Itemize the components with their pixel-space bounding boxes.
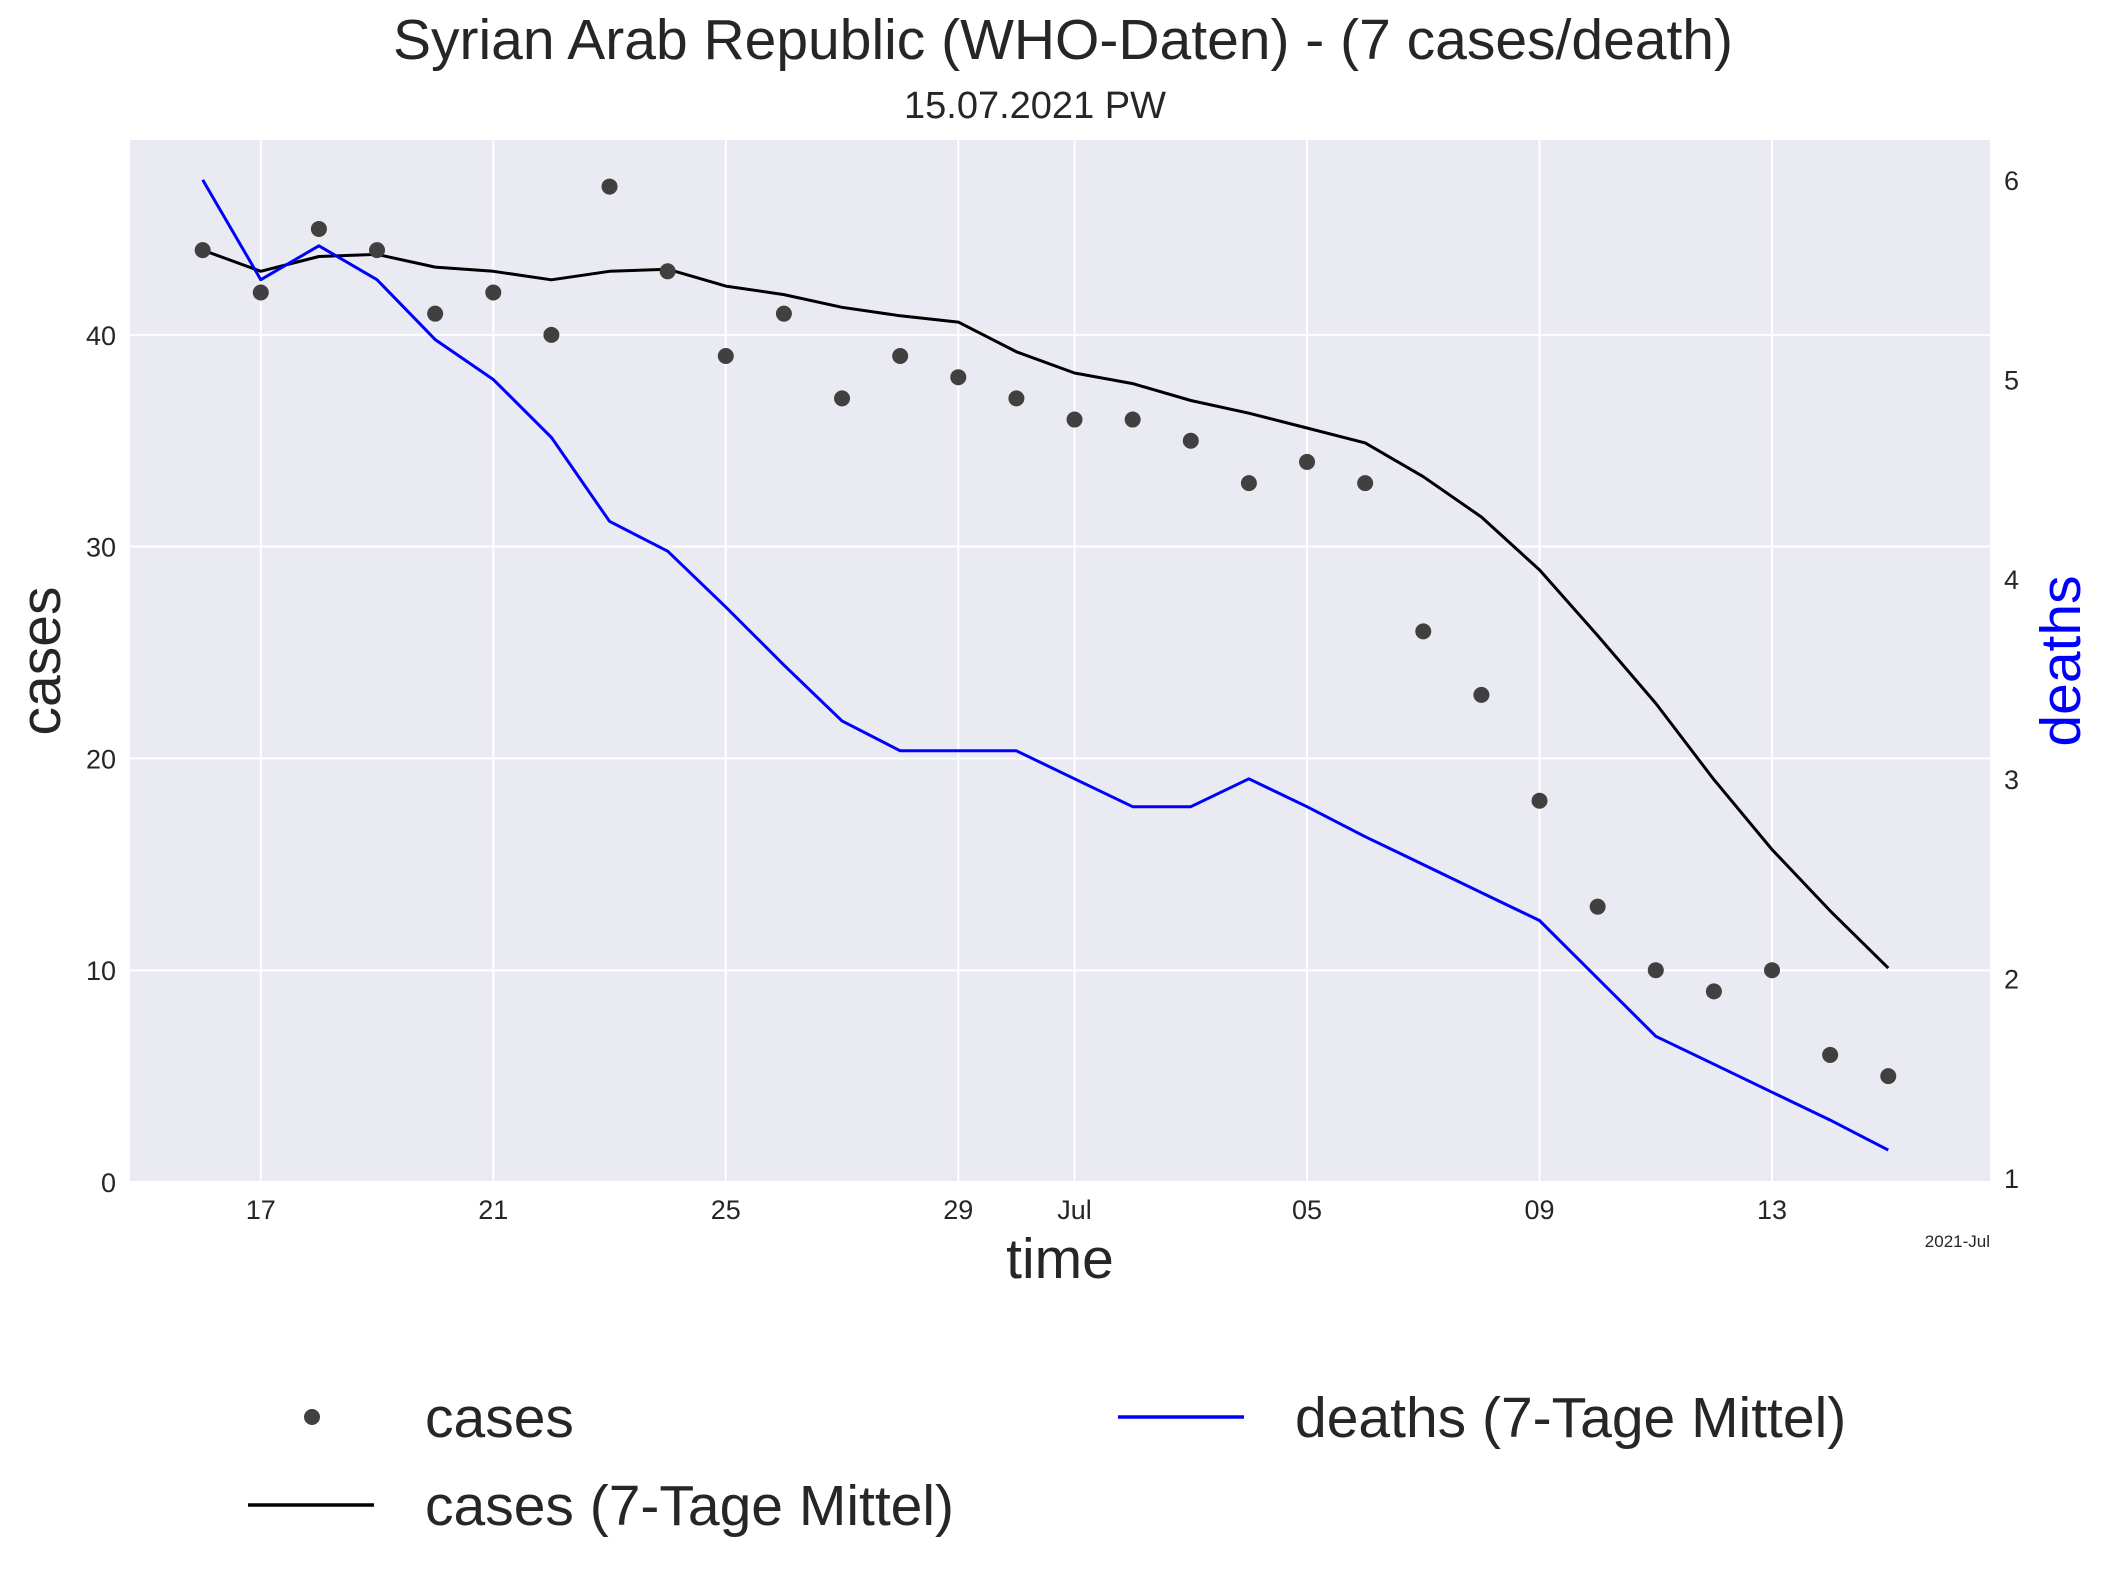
x-axis-ticks: 17 21 25 29 Jul 05 09 13 [246, 1195, 1787, 1225]
x-tick-label: 09 [1525, 1195, 1555, 1225]
cases-point [252, 284, 269, 301]
cases-point [601, 178, 618, 195]
y-left-tick-label: 40 [86, 321, 116, 351]
x-tick-label: 13 [1757, 1195, 1787, 1225]
cases-point [1647, 962, 1664, 979]
cases-avg-line [202, 248, 1890, 970]
y-axis-right-ticks: 1 2 3 4 5 6 [2004, 166, 2019, 1194]
cases-point [1589, 898, 1606, 915]
x-tick-label: 25 [711, 1195, 741, 1225]
legend-label-cases: cases [425, 1386, 574, 1450]
cases-point [1008, 390, 1025, 407]
y-left-tick-label: 20 [86, 744, 116, 774]
cases-point [892, 348, 909, 365]
x-tick-label: 29 [943, 1195, 973, 1225]
cases-point [1357, 475, 1374, 492]
plot-area [130, 140, 1990, 1182]
cases-point [717, 348, 734, 365]
legend-label-cases-avg: cases (7-Tage Mittel) [425, 1474, 954, 1538]
y-right-tick-label: 6 [2004, 166, 2019, 196]
y-right-tick-label: 1 [2004, 1164, 2019, 1194]
cases-point [1822, 1046, 1839, 1063]
y-axis-right-label: deaths [2029, 575, 2093, 746]
x-tick-label: 05 [1292, 1195, 1322, 1225]
legend-marker-cases [304, 1409, 320, 1425]
x-tick-label: Jul [1057, 1195, 1092, 1225]
cases-point [1124, 411, 1141, 428]
cases-point [485, 284, 502, 301]
y-right-tick-label: 5 [2004, 366, 2019, 396]
cases-point [1531, 792, 1548, 809]
cases-point [194, 242, 211, 259]
y-axis-left-label: cases [9, 587, 73, 736]
y-left-tick-label: 0 [101, 1168, 116, 1198]
cases-point [427, 305, 444, 322]
series-lines [201, 179, 1890, 1152]
cases-point [1473, 686, 1490, 703]
x-tick-label: 21 [478, 1195, 508, 1225]
y-right-tick-label: 4 [2004, 565, 2019, 595]
cases-point [310, 220, 327, 237]
legend: cases cases (7-Tage Mittel) deaths (7-Ta… [248, 1386, 1846, 1538]
cases-point [1240, 475, 1257, 492]
y-left-tick-label: 10 [86, 956, 116, 986]
cases-point [834, 390, 851, 407]
cases-point [1705, 983, 1722, 1000]
grid [130, 140, 1990, 1183]
legend-label-deaths-avg: deaths (7-Tage Mittel) [1295, 1386, 1846, 1450]
chart-subtitle: 15.07.2021 PW [904, 85, 1166, 127]
cases-point [659, 263, 676, 280]
cases-point [1764, 962, 1781, 979]
cases-point [950, 369, 967, 386]
cases-points [194, 178, 1897, 1085]
cases-point [543, 326, 560, 343]
y-axis-left-ticks: 0 10 20 30 40 [86, 321, 116, 1198]
y-left-tick-label: 30 [86, 533, 116, 563]
y-right-tick-label: 3 [2004, 765, 2019, 795]
y-right-tick-label: 2 [2004, 964, 2019, 994]
cases-point [1182, 432, 1199, 449]
cases-point [1880, 1068, 1897, 1085]
cases-point [1066, 411, 1083, 428]
x-axis-label: time [1006, 1227, 1114, 1291]
cases-point [1415, 623, 1432, 640]
cases-point [369, 242, 386, 259]
chart-title: Syrian Arab Republic (WHO-Daten) - (7 ca… [393, 8, 1733, 72]
deaths-avg-line [201, 179, 1889, 1152]
cases-point [775, 305, 792, 322]
x-axis-offset-label: 2021-Jul [1925, 1232, 1990, 1251]
x-tick-label: 17 [246, 1195, 276, 1225]
cases-point [1299, 453, 1316, 470]
